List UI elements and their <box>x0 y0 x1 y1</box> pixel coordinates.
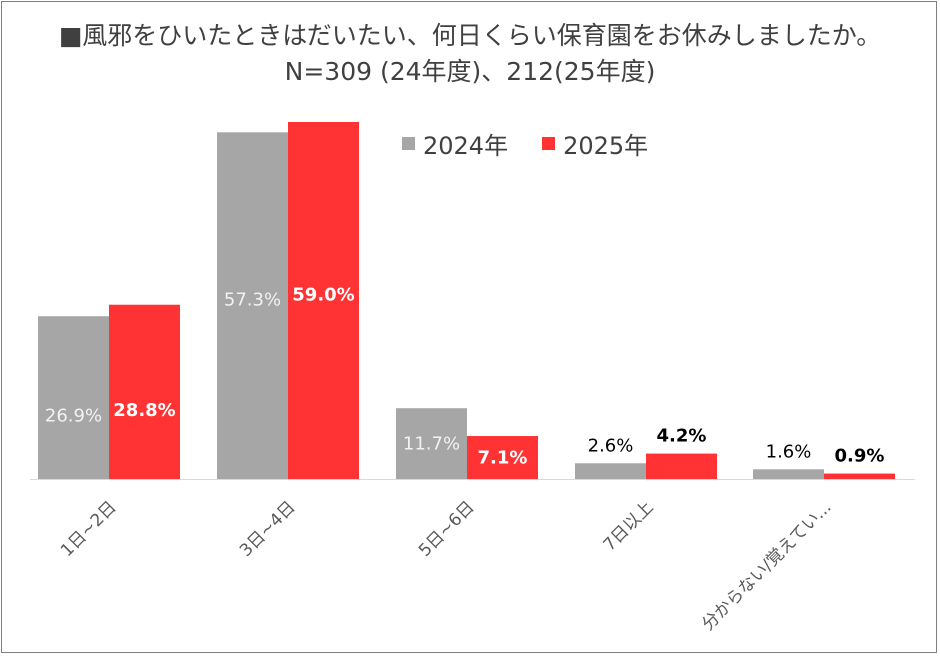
bar-2025-0 <box>109 304 180 479</box>
bar-2025-4 <box>824 473 895 479</box>
category-label-3: 7日以上 <box>600 497 658 555</box>
category-label-2: 5日~6日 <box>415 497 479 561</box>
bar-2024-0 <box>38 316 109 479</box>
chart-subtitle: N=309 (24年度)、212(25年度) <box>284 57 656 86</box>
bar-2025-2 <box>467 436 538 479</box>
bar-2024-1 <box>217 132 288 479</box>
category-label-1: 3日~4日 <box>236 497 300 561</box>
legend-swatch-2024 <box>402 137 415 150</box>
chart-title: ■風邪をひいたときはだいたい、何日くらい保育園をお休みしましたか。 <box>58 21 882 50</box>
data-label-2025-0: 28.8% <box>113 400 175 421</box>
data-label-2024-3: 2.6% <box>588 435 634 456</box>
legend-swatch-2025 <box>542 137 556 150</box>
data-label-2024-4: 1.6% <box>766 441 812 462</box>
data-label-2024-1: 57.3% <box>224 290 281 311</box>
bar-2024-2 <box>396 408 467 479</box>
legend-item-2025: 2025年 <box>542 126 648 161</box>
legend-item-2024: 2024年 <box>402 126 508 161</box>
bar-2024-4 <box>753 469 824 479</box>
data-label-2024-0: 26.9% <box>45 406 102 427</box>
data-label-2024-2: 11.7% <box>403 434 460 455</box>
bar-2025-3 <box>646 453 717 479</box>
legend-label-2025: 2025年 <box>563 132 649 160</box>
data-label-2025-1: 59.0% <box>292 285 354 306</box>
category-label-0: 1日~2日 <box>57 497 121 561</box>
category-label-4: 分からない/覚えてい... <box>698 497 835 634</box>
bar-2024-3 <box>575 463 646 479</box>
data-label-2025-2: 7.1% <box>478 448 528 469</box>
legend: 2024年 2025年 <box>402 126 682 161</box>
data-label-2025-3: 4.2% <box>657 426 707 447</box>
data-label-2025-4: 0.9% <box>835 446 885 467</box>
legend-label-2024: 2024年 <box>423 132 509 160</box>
bar-2025-1 <box>288 122 359 479</box>
